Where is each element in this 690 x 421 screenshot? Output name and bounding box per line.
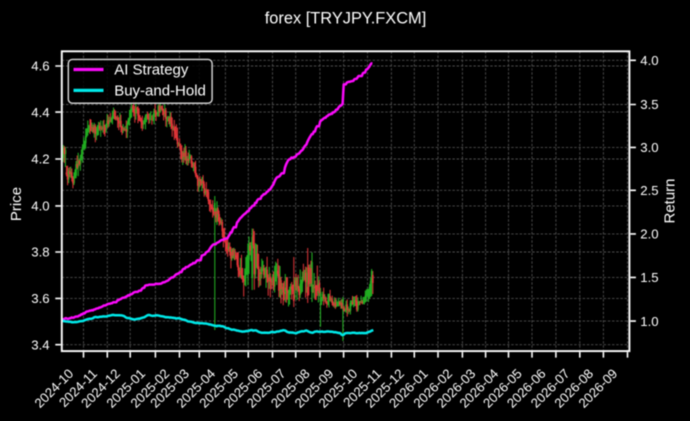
svg-text:4.0: 4.0 [31,199,49,214]
svg-text:3.8: 3.8 [31,245,49,260]
svg-text:4.0: 4.0 [640,53,658,68]
svg-text:forex [TRYJPY.FXCM]: forex [TRYJPY.FXCM] [265,10,427,28]
svg-text:3.0: 3.0 [640,140,658,155]
svg-text:4.6: 4.6 [31,59,49,74]
svg-text:1.0: 1.0 [640,314,658,329]
svg-text:3.4: 3.4 [31,337,49,352]
svg-text:2.0: 2.0 [640,227,658,242]
svg-text:Buy-and-Hold: Buy-and-Hold [114,83,206,100]
svg-text:AI Strategy: AI Strategy [114,62,189,79]
svg-text:Return: Return [662,178,679,223]
svg-text:1.5: 1.5 [640,270,658,285]
svg-text:2.5: 2.5 [640,183,658,198]
svg-text:4.2: 4.2 [31,152,49,167]
svg-text:4.4: 4.4 [31,105,49,120]
svg-text:Price: Price [8,187,25,221]
svg-text:3.6: 3.6 [31,291,49,306]
svg-text:3.5: 3.5 [640,97,658,112]
